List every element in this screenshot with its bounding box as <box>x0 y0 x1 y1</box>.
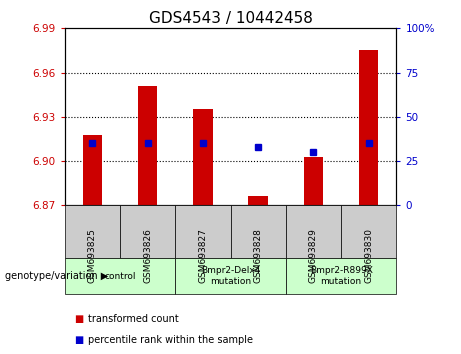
Text: percentile rank within the sample: percentile rank within the sample <box>88 335 253 345</box>
Bar <box>359 51 378 205</box>
Bar <box>304 157 323 205</box>
Text: GSM693825: GSM693825 <box>88 228 97 283</box>
Text: genotype/variation ▶: genotype/variation ▶ <box>5 271 108 281</box>
Text: ■: ■ <box>74 335 83 345</box>
Text: GSM693829: GSM693829 <box>309 228 318 283</box>
Bar <box>248 196 268 205</box>
Text: transformed count: transformed count <box>88 314 178 324</box>
Title: GDS4543 / 10442458: GDS4543 / 10442458 <box>148 11 313 26</box>
Text: Bmpr2-Delx4
mutation: Bmpr2-Delx4 mutation <box>201 267 260 286</box>
Text: GSM693827: GSM693827 <box>198 228 207 283</box>
Bar <box>138 86 157 205</box>
Text: Bmpr2-R899X
mutation: Bmpr2-R899X mutation <box>310 267 372 286</box>
Text: GSM693830: GSM693830 <box>364 228 373 283</box>
Bar <box>83 135 102 205</box>
Bar <box>193 109 213 205</box>
Text: GSM693826: GSM693826 <box>143 228 152 283</box>
Text: ■: ■ <box>74 314 83 324</box>
Text: GSM693828: GSM693828 <box>254 228 263 283</box>
Text: control: control <box>104 272 136 281</box>
